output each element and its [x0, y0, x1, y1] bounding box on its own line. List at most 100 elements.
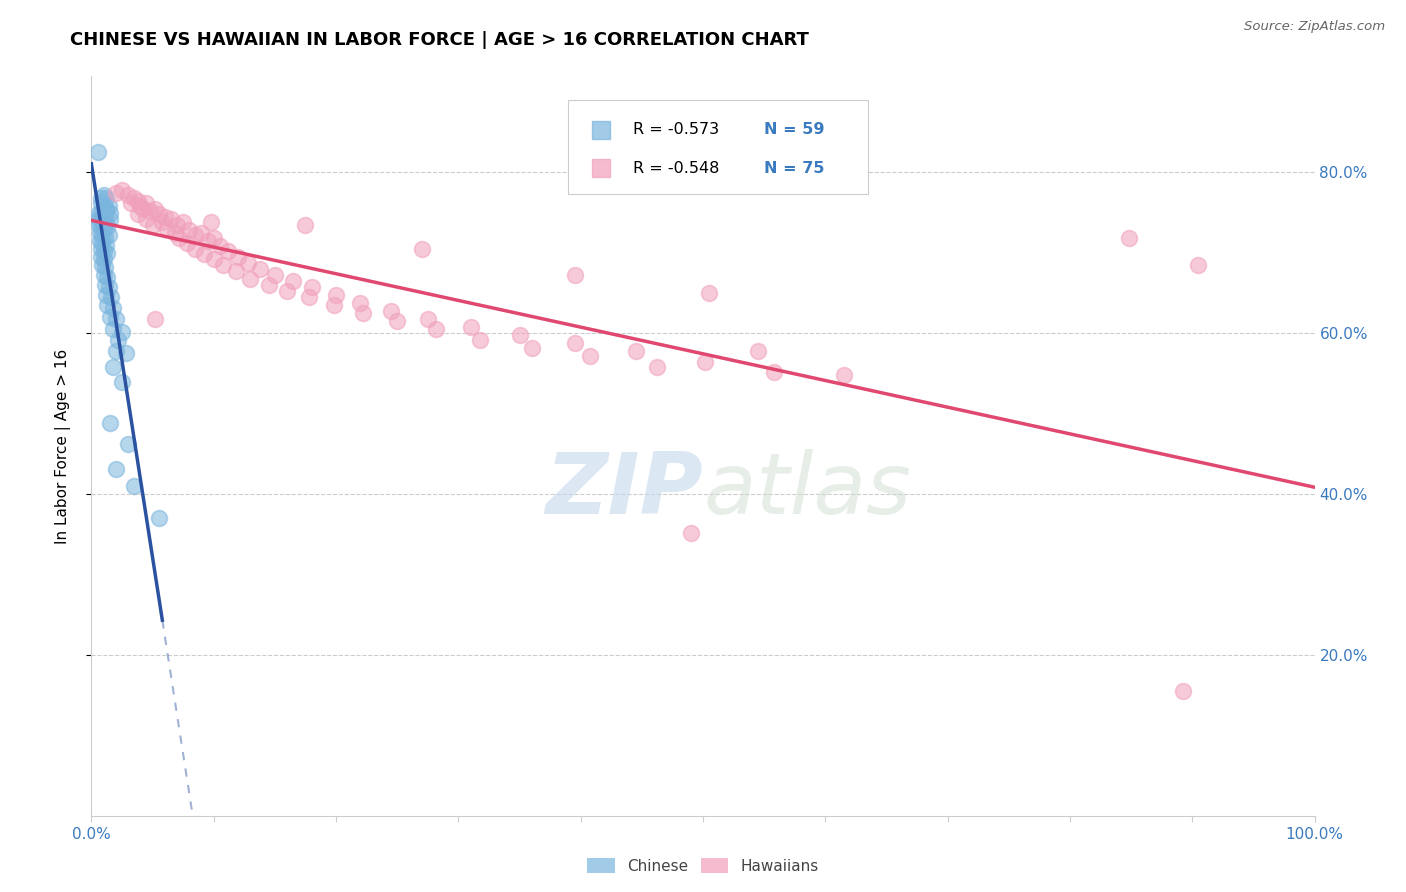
- Point: [97, 228, 120, 243]
- Point: [93, 268, 115, 283]
- Point: [148, 207, 170, 221]
- Point: [93, 221, 115, 235]
- Point: [87, 218, 110, 232]
- Point: [200, 215, 222, 229]
- Point: [91, 236, 114, 251]
- Point: [114, 346, 136, 360]
- Point: [176, 236, 198, 251]
- Point: [104, 186, 127, 200]
- Point: [257, 278, 280, 293]
- Point: [135, 196, 157, 211]
- Point: [107, 333, 129, 347]
- Point: [120, 196, 142, 211]
- Point: [225, 263, 247, 277]
- Point: [385, 314, 409, 328]
- Point: [169, 231, 191, 245]
- Point: [100, 290, 122, 304]
- Point: [217, 244, 239, 259]
- Point: [411, 242, 433, 256]
- Point: [94, 237, 117, 252]
- Point: [249, 262, 271, 277]
- Point: [141, 218, 163, 232]
- Point: [94, 260, 117, 275]
- Point: [193, 247, 215, 261]
- Point: [1187, 258, 1209, 272]
- Point: [156, 221, 179, 235]
- Point: [762, 365, 785, 379]
- Point: [132, 202, 155, 216]
- Text: N = 75: N = 75: [765, 161, 825, 176]
- Point: [93, 252, 115, 267]
- Point: [166, 218, 188, 232]
- Point: [90, 242, 112, 256]
- Point: [298, 290, 321, 304]
- Point: [96, 245, 118, 260]
- Point: [624, 344, 647, 359]
- Point: [91, 228, 114, 243]
- Point: [1118, 231, 1140, 245]
- Point: [94, 202, 117, 216]
- Point: [93, 213, 115, 227]
- Point: [349, 295, 371, 310]
- Point: [135, 212, 157, 227]
- Point: [91, 258, 114, 272]
- Point: [212, 258, 235, 272]
- Point: [103, 301, 125, 315]
- Point: [832, 368, 855, 383]
- Text: R = -0.573: R = -0.573: [633, 122, 720, 137]
- Point: [143, 311, 166, 326]
- Point: [94, 278, 117, 293]
- FancyBboxPatch shape: [568, 100, 868, 194]
- Point: [122, 479, 145, 493]
- Point: [294, 218, 316, 232]
- Point: [283, 274, 305, 288]
- Point: [208, 239, 231, 253]
- Point: [325, 287, 347, 301]
- Point: [98, 212, 121, 227]
- Text: atlas: atlas: [703, 449, 911, 532]
- Point: [139, 204, 162, 219]
- Point: [425, 322, 447, 336]
- Text: N = 59: N = 59: [765, 122, 825, 137]
- Point: [93, 188, 115, 202]
- Point: [264, 268, 287, 283]
- Point: [93, 199, 115, 213]
- Point: [184, 242, 207, 256]
- Point: [679, 525, 702, 540]
- Point: [564, 268, 586, 283]
- Point: [695, 354, 717, 368]
- Point: [276, 285, 298, 299]
- Point: [111, 375, 134, 389]
- Point: [94, 191, 117, 205]
- Point: [179, 223, 201, 237]
- Legend: Chinese, Hawaiians: Chinese, Hawaiians: [581, 852, 825, 880]
- Point: [111, 325, 134, 339]
- Point: [197, 234, 219, 248]
- Point: [172, 215, 194, 229]
- Text: CHINESE VS HAWAIIAN IN LABOR FORCE | AGE > 16 CORRELATION CHART: CHINESE VS HAWAIIAN IN LABOR FORCE | AGE…: [70, 31, 810, 49]
- Point: [89, 234, 111, 248]
- Point: [416, 311, 439, 326]
- Point: [87, 205, 110, 219]
- Point: [127, 207, 149, 221]
- Point: [184, 228, 207, 243]
- Point: [564, 336, 586, 351]
- Point: [90, 220, 112, 235]
- Point: [98, 310, 121, 325]
- Point: [143, 202, 166, 216]
- Point: [239, 271, 262, 285]
- Point: [380, 303, 402, 318]
- Point: [148, 511, 170, 525]
- Point: [202, 231, 225, 245]
- Point: [352, 306, 374, 320]
- Text: R = -0.548: R = -0.548: [633, 161, 720, 176]
- Point: [103, 322, 125, 336]
- Point: [470, 333, 492, 347]
- Point: [87, 212, 110, 227]
- Point: [122, 191, 145, 205]
- Point: [97, 279, 120, 293]
- Point: [226, 250, 249, 264]
- Text: Source: ZipAtlas.com: Source: ZipAtlas.com: [1244, 20, 1385, 33]
- Point: [579, 349, 602, 363]
- Point: [93, 244, 115, 259]
